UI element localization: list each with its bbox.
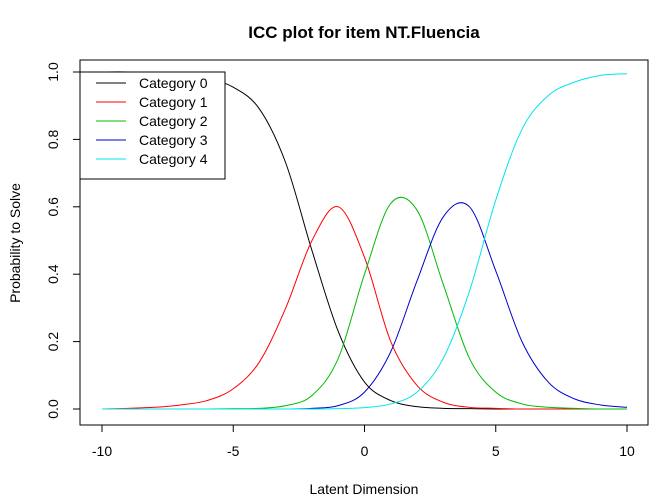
- y-tick-label: 0.0: [45, 399, 61, 419]
- y-tick-label: 0.8: [45, 129, 61, 149]
- series-line-category-2: [102, 196, 628, 410]
- legend-label-category-1: Category 1: [139, 94, 208, 110]
- series-line-category-1: [101, 206, 627, 410]
- legend-label-category-3: Category 3: [139, 132, 208, 148]
- legend-box: [79, 71, 226, 180]
- series-line-category-3: [102, 202, 628, 410]
- legend-label-category-2: Category 2: [139, 113, 208, 129]
- x-tick-label: 10: [619, 443, 635, 459]
- x-tick-label: 5: [492, 443, 500, 459]
- y-tick-label: 0.4: [45, 264, 61, 284]
- legend-label-category-4: Category 4: [139, 151, 208, 167]
- legend-label-category-0: Category 0: [139, 75, 208, 91]
- x-tick-label: -5: [227, 443, 240, 459]
- y-tick-label: 0.6: [45, 197, 61, 217]
- y-axis-title: Probability to Solve: [7, 183, 23, 303]
- series-line-category-4: [102, 73, 628, 410]
- x-tick-label: 0: [361, 443, 369, 459]
- chart-title: ICC plot for item NT.Fluencia: [248, 23, 480, 42]
- x-tick-label: -10: [92, 443, 112, 459]
- y-tick-label: 0.2: [45, 332, 61, 352]
- y-tick-label: 1.0: [45, 62, 61, 82]
- x-axis-title: Latent Dimension: [310, 481, 419, 497]
